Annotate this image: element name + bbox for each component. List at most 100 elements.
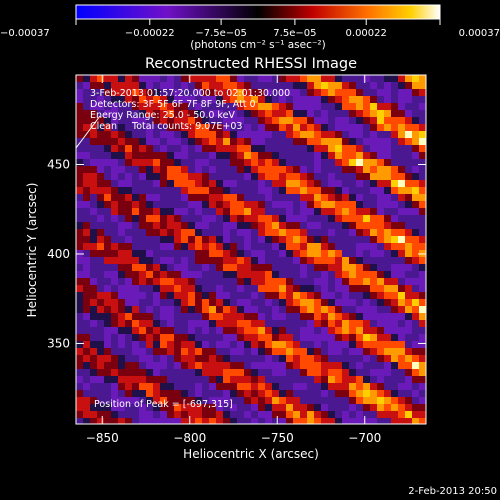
heatmap-cell — [342, 229, 349, 236]
heatmap-cell — [391, 418, 398, 424]
heatmap-cell — [125, 243, 132, 250]
heatmap-cell — [293, 271, 300, 278]
heatmap-cell — [139, 222, 146, 229]
heatmap-cell — [160, 278, 167, 285]
heatmap-cell — [132, 369, 139, 376]
heatmap-cell — [76, 152, 83, 159]
heatmap-cell — [216, 278, 223, 285]
heatmap-cell — [118, 257, 125, 264]
heatmap-cell — [286, 285, 293, 292]
heatmap-cell — [370, 131, 377, 138]
heatmap-cell — [356, 194, 363, 201]
heatmap-cell — [391, 131, 398, 138]
heatmap-cell — [391, 397, 398, 404]
heatmap-cell — [244, 320, 251, 327]
heatmap-cell — [377, 222, 384, 229]
heatmap-cell — [167, 341, 174, 348]
heatmap-cell — [97, 131, 104, 138]
heatmap-cell — [363, 313, 370, 320]
heatmap-cell — [279, 215, 286, 222]
heatmap-cell — [328, 313, 335, 320]
heatmap-cell — [104, 390, 111, 397]
heatmap-cell — [181, 334, 188, 341]
heatmap-cell — [342, 131, 349, 138]
heatmap-cell — [321, 362, 328, 369]
heatmap-cell — [258, 278, 265, 285]
heatmap-cell — [146, 159, 153, 166]
heatmap-cell — [293, 229, 300, 236]
heatmap-cell — [342, 320, 349, 327]
heatmap-cell — [314, 152, 321, 159]
heatmap-cell — [195, 278, 202, 285]
heatmap-cell — [237, 117, 244, 124]
heatmap-cell — [398, 306, 405, 313]
heatmap-cell — [356, 299, 363, 306]
heatmap-cell — [181, 397, 188, 404]
heatmap-cell — [195, 222, 202, 229]
heatmap-cell — [111, 131, 118, 138]
heatmap-cell — [321, 278, 328, 285]
heatmap-cell — [104, 348, 111, 355]
heatmap-cell — [167, 397, 174, 404]
heatmap-cell — [188, 89, 195, 96]
heatmap-cell — [97, 75, 104, 82]
heatmap-cell — [160, 159, 167, 166]
heatmap-cell — [370, 257, 377, 264]
heatmap-cell — [272, 166, 279, 173]
heatmap-cell — [286, 138, 293, 145]
heatmap-cell — [335, 348, 342, 355]
y-tick-label: 400 — [47, 247, 70, 261]
heatmap-cell — [188, 285, 195, 292]
heatmap-cell — [118, 271, 125, 278]
heatmap-cell — [195, 271, 202, 278]
heatmap-cell — [342, 348, 349, 355]
heatmap-cell — [153, 418, 160, 424]
heatmap-cell — [146, 355, 153, 362]
heatmap-cell — [419, 236, 426, 243]
heatmap-cell — [195, 299, 202, 306]
heatmap-cell — [118, 327, 125, 334]
heatmap-cell — [188, 138, 195, 145]
heatmap-cell — [167, 173, 174, 180]
heatmap-cell — [139, 96, 146, 103]
heatmap-cell — [412, 341, 419, 348]
heatmap-cell — [272, 313, 279, 320]
heatmap-cell — [328, 362, 335, 369]
heatmap-cell — [216, 117, 223, 124]
heatmap-cell — [97, 250, 104, 257]
heatmap-cell — [349, 285, 356, 292]
heatmap-cell — [398, 117, 405, 124]
heatmap-cell — [279, 187, 286, 194]
heatmap-cell — [328, 180, 335, 187]
heatmap-cell — [188, 278, 195, 285]
heatmap-cell — [349, 397, 356, 404]
heatmap-cell — [90, 236, 97, 243]
heatmap-cell — [188, 418, 195, 424]
heatmap-cell — [76, 334, 83, 341]
heatmap-cell — [76, 103, 83, 110]
heatmap-cell — [258, 138, 265, 145]
heatmap-cell — [153, 110, 160, 117]
heatmap-cell — [167, 96, 174, 103]
heatmap-cell — [328, 355, 335, 362]
heatmap-cell — [363, 355, 370, 362]
heatmap-cell — [265, 355, 272, 362]
annotation-energy-range: Energy Range: 25.0 - 50.0 keV — [90, 110, 235, 121]
heatmap-cell — [132, 194, 139, 201]
heatmap-cell — [125, 124, 132, 131]
heatmap-cell — [76, 348, 83, 355]
heatmap-cell — [195, 131, 202, 138]
heatmap-cell — [174, 124, 181, 131]
heatmap-cell — [391, 75, 398, 82]
heatmap-cell — [405, 355, 412, 362]
heatmap-cell — [377, 264, 384, 271]
heatmap-cell — [377, 306, 384, 313]
heatmap-cell — [97, 152, 104, 159]
heatmap-cell — [286, 89, 293, 96]
heatmap-cell — [349, 383, 356, 390]
heatmap-cell — [230, 201, 237, 208]
heatmap-cell — [195, 110, 202, 117]
heatmap-cell — [139, 152, 146, 159]
heatmap-cell — [356, 418, 363, 424]
heatmap-cell — [160, 271, 167, 278]
